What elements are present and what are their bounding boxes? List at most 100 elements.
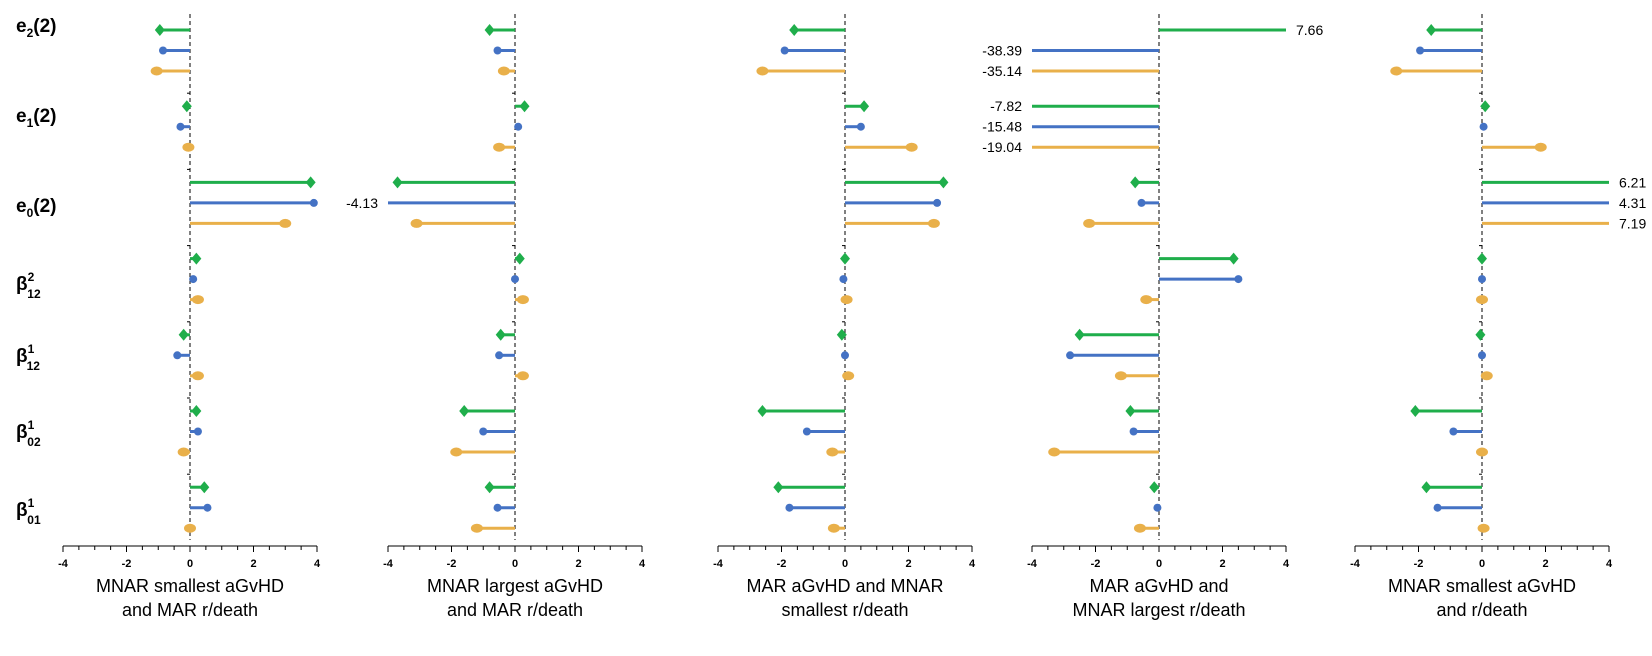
diamond-marker <box>938 176 949 189</box>
x-tick-label: 2 <box>1542 558 1548 570</box>
x-tick-label: -4 <box>58 558 69 570</box>
chart-panel: -4 -2 0 2 4 MNAR smallest aGvHD and MAR r/deat… <box>58 14 321 620</box>
circle-marker <box>933 198 942 207</box>
diamond-marker <box>1410 405 1421 417</box>
diamond-marker <box>836 328 847 341</box>
ellipse-marker <box>826 447 839 457</box>
row-label: β1 12 <box>16 342 40 373</box>
diamond-marker <box>199 481 210 494</box>
ellipse-marker <box>1480 371 1493 381</box>
diamond-marker <box>484 24 495 36</box>
ellipse-marker <box>470 523 483 533</box>
chart-panel: -4 -2 0 2 4 -4.13 MNAR largest aGvHD and MAR r/… <box>346 14 646 620</box>
ellipse-marker <box>1476 295 1488 305</box>
circle-marker <box>856 122 865 131</box>
circle-marker <box>159 46 168 55</box>
diamond-marker <box>154 24 165 36</box>
ellipse-marker <box>184 523 196 533</box>
x-tick-label: 4 <box>1283 558 1290 570</box>
ellipse-marker <box>493 142 506 152</box>
diamond-marker <box>191 405 202 417</box>
panel-title: smallest r/death <box>781 600 908 620</box>
ellipse-marker <box>1534 142 1547 152</box>
ellipse-marker <box>927 218 940 228</box>
circle-marker <box>173 351 182 360</box>
circle-marker <box>802 427 811 436</box>
circle-marker <box>495 351 504 360</box>
diamond-marker <box>1475 328 1486 341</box>
diamond-marker <box>1125 405 1136 417</box>
circle-marker <box>309 198 318 207</box>
x-tick-label: 2 <box>1219 558 1225 570</box>
ellipse-marker <box>177 447 190 457</box>
x-tick-label: -2 <box>1414 558 1424 570</box>
chart-panel: -4 -2 0 2 4 7.66 -38.39 -35.14 -7.82 -15.48 -19.04… <box>982 14 1323 620</box>
diamond-marker <box>181 100 192 113</box>
ellipse-marker <box>150 66 163 76</box>
diamond-marker <box>1421 481 1432 494</box>
x-tick-label: -4 <box>383 558 394 570</box>
clipped-value-label: 7.66 <box>1296 22 1323 38</box>
circle-marker <box>1137 198 1146 207</box>
diamond-marker <box>392 176 403 189</box>
x-tick-label: 4 <box>969 558 976 570</box>
ellipse-marker <box>842 371 855 381</box>
x-tick-label: -2 <box>1091 558 1101 570</box>
panel-title: MNAR largest r/death <box>1072 600 1245 620</box>
x-tick-label: 0 <box>512 558 518 570</box>
panel-title: MAR aGvHD and <box>1089 576 1228 596</box>
diamond-marker <box>757 405 768 417</box>
chart-panel: -4 -2 0 2 4 6.21 4.31 7.19 MNAR smallest aGvHD an… <box>1350 14 1646 620</box>
diamond-marker <box>773 481 784 494</box>
panel-title: MNAR largest aGvHD <box>427 576 603 596</box>
diamond-marker <box>1130 176 1141 189</box>
diamond-marker <box>1480 100 1491 113</box>
row-labels: e2(2) e1(2) e0(2) β2 12 β1 12 β1 02 β1 01 <box>16 16 57 527</box>
diamond-marker <box>459 405 470 417</box>
circle-marker <box>1449 427 1458 436</box>
chart-panel: -4 -2 0 2 4 MAR aGvHD and MNAR smallest r/deat… <box>713 14 976 620</box>
diamond-marker <box>1074 328 1085 341</box>
circle-marker <box>1478 351 1486 360</box>
diamond-marker <box>178 328 189 341</box>
diamond-marker <box>840 252 850 265</box>
chart-panels: -4 -2 0 2 4 MNAR smallest aGvHD and MAR r/deat… <box>58 14 1646 620</box>
ellipse-marker <box>1390 66 1403 76</box>
clipped-value-label: 7.19 <box>1619 215 1646 231</box>
circle-marker <box>511 275 519 284</box>
x-tick-label: 4 <box>314 558 321 570</box>
ellipse-marker <box>1048 447 1061 457</box>
clipped-value-label: -35.14 <box>982 63 1022 79</box>
diamond-marker <box>191 252 202 265</box>
x-tick-label: -2 <box>777 558 787 570</box>
circle-marker <box>1234 275 1243 284</box>
circle-marker <box>780 46 789 55</box>
ellipse-marker <box>1083 218 1096 228</box>
ellipse-marker <box>1114 371 1127 381</box>
circle-marker <box>493 46 502 55</box>
circle-marker <box>493 503 502 512</box>
circle-marker <box>841 351 849 360</box>
clipped-value-label: -19.04 <box>982 139 1022 155</box>
diamond-marker <box>484 481 495 494</box>
ellipse-marker <box>1133 523 1146 533</box>
circle-marker <box>514 122 523 131</box>
panel-title: MNAR smallest aGvHD <box>1388 576 1576 596</box>
panel-title: MNAR smallest aGvHD <box>96 576 284 596</box>
circle-marker <box>1433 503 1442 512</box>
panel-title: and MAR r/death <box>122 600 258 620</box>
row-label: β1 02 <box>16 418 41 449</box>
x-tick-label: 4 <box>639 558 646 570</box>
circle-marker <box>1416 46 1425 55</box>
row-label: β2 12 <box>16 270 41 301</box>
x-tick-label: 2 <box>250 558 256 570</box>
diamond-marker <box>1477 252 1487 265</box>
clipped-value-label: -4.13 <box>346 195 378 211</box>
ellipse-marker <box>191 371 204 381</box>
ellipse-marker <box>182 142 195 152</box>
x-tick-label: 2 <box>575 558 581 570</box>
circle-marker <box>1478 275 1486 284</box>
x-tick-label: 0 <box>842 558 848 570</box>
x-tick-label: 0 <box>1156 558 1162 570</box>
ellipse-marker <box>410 218 423 228</box>
